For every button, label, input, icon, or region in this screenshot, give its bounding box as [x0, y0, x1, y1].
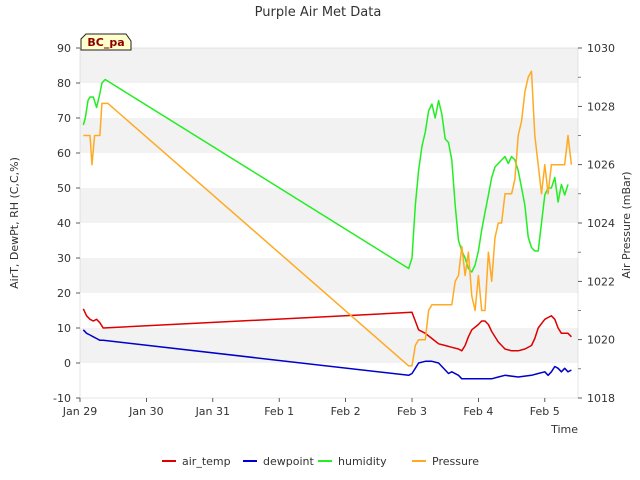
y-tick-label: 30 [57, 252, 71, 265]
grid-band [80, 153, 578, 188]
y-axis-ticks: -10 0 10 20 30 40 50 60 70 80 90 [53, 42, 80, 405]
y-tick-label: 80 [57, 77, 71, 90]
grid-band [80, 188, 578, 223]
x-tick-label: Feb 2 [331, 405, 361, 418]
station-badge-label: BC_pa [87, 36, 124, 49]
legend-label-air-temp: air_temp [182, 455, 231, 468]
station-badge: BC_pa [80, 33, 132, 51]
y-tick-label: 60 [57, 147, 71, 160]
legend-label-humidity: humidity [338, 455, 387, 468]
x-tick-label: Jan 30 [128, 405, 163, 418]
x-tick-label: Jan 29 [62, 405, 97, 418]
y2-tick-label: 1018 [587, 392, 615, 405]
y-tick-label: 10 [57, 322, 71, 335]
y-axis-title: AirT, DewPt, RH (C,C,%) [8, 157, 21, 289]
x-tick-label: Jan 31 [195, 405, 230, 418]
y-tick-label: 40 [57, 217, 71, 230]
chart-title: Purple Air Met Data [255, 5, 382, 20]
series-group [82, 70, 573, 380]
y-tick-label: 0 [64, 357, 71, 370]
series-line-dewpoint [82, 329, 572, 380]
series-line-air-temp [82, 308, 572, 352]
x-axis-title: Time [550, 423, 578, 436]
series-line-humidity [82, 78, 569, 273]
y2-tick-label: 1028 [587, 100, 615, 113]
grid-band [80, 328, 578, 363]
grid-band [80, 48, 578, 83]
legend-label-pressure: Pressure [432, 455, 479, 468]
y-tick-label: -10 [53, 392, 71, 405]
y2-axis-ticks: 1018 1020 1022 1024 1026 1028 1030 [578, 42, 615, 405]
y2-tick-label: 1030 [587, 42, 615, 55]
legend-label-dewpoint: dewpoint [263, 455, 314, 468]
station-badge-box [80, 33, 132, 51]
y2-tick-label: 1026 [587, 159, 615, 172]
legend: air_temp dewpoint humidity Pressure [162, 455, 479, 468]
x-tick-label: Feb 1 [264, 405, 294, 418]
x-tick-label: Feb 3 [397, 405, 427, 418]
series-line-pressure [83, 70, 573, 367]
x-axis-ticks: Jan 29 Jan 30 Jan 31 Feb 1 Feb 2 Feb 3 Feb 4 Fe… [62, 398, 560, 418]
y-tick-label: 20 [57, 287, 71, 300]
y2-tick-label: 1024 [587, 217, 615, 230]
y-tick-label: 70 [57, 112, 71, 125]
grid-band [80, 363, 578, 398]
y2-tick-label: 1022 [587, 275, 615, 288]
y2-axis-title: Air Pressure (mBar) [620, 171, 633, 278]
grid-bands [80, 48, 578, 398]
grid-band [80, 223, 578, 258]
y-tick-label: 90 [57, 42, 71, 55]
grid-band [80, 258, 578, 293]
grid-band [80, 83, 578, 118]
y-tick-label: 50 [57, 182, 71, 195]
x-tick-label: Feb 5 [530, 405, 560, 418]
grid-band [80, 118, 578, 153]
y2-tick-label: 1020 [587, 334, 615, 347]
grid-band [80, 293, 578, 328]
x-tick-label: Feb 4 [463, 405, 493, 418]
